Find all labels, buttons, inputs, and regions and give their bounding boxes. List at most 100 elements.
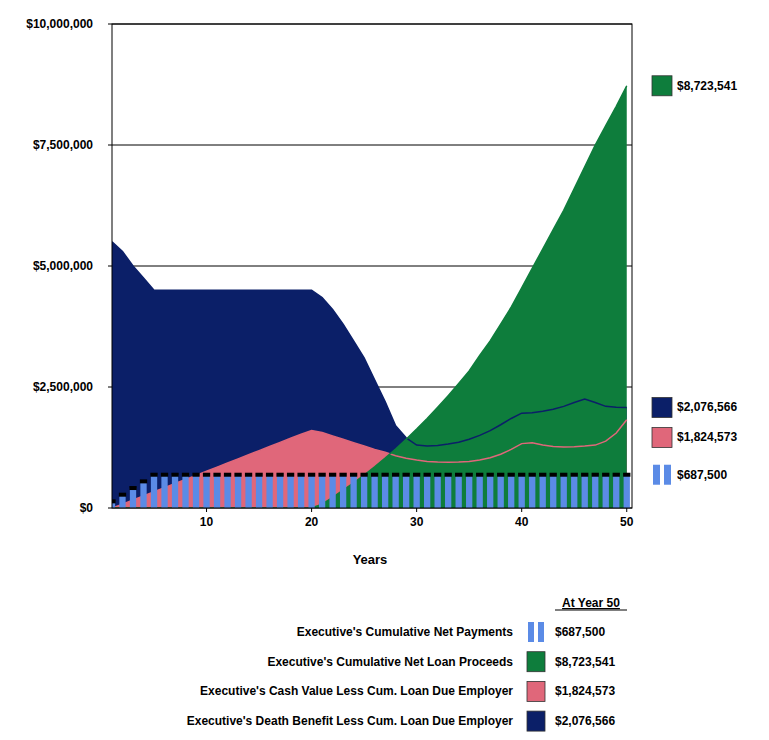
legend-value: $2,076,566 — [555, 714, 615, 728]
bar — [603, 475, 609, 508]
bar — [172, 475, 178, 508]
bar-cap — [529, 473, 536, 477]
bar — [329, 475, 335, 508]
bar-cap — [413, 473, 420, 477]
bar — [340, 475, 346, 508]
tick — [206, 508, 207, 512]
bar — [130, 488, 136, 508]
legend-value: $8,723,541 — [555, 655, 615, 669]
bar-cap — [487, 473, 494, 477]
bar-cap — [318, 473, 325, 477]
bar-cap — [550, 473, 557, 477]
legend-label: Executive's Cash Value Less Cum. Loan Du… — [200, 684, 513, 698]
plot-frame — [112, 24, 632, 508]
bar — [561, 475, 567, 508]
legend-label: Executive's Death Benefit Less Cum. Loan… — [187, 714, 514, 728]
x-tick-label: 30 — [410, 515, 424, 529]
x-tick-label: 40 — [515, 515, 529, 529]
bar — [582, 475, 588, 508]
bar — [424, 475, 430, 508]
bar — [392, 475, 398, 508]
bar-cap — [392, 473, 399, 477]
legend-swatch — [652, 397, 672, 417]
tick — [108, 508, 112, 509]
bar-cap — [234, 473, 241, 477]
area-line — [112, 242, 627, 446]
bar-cap — [339, 473, 346, 477]
bar-cap — [381, 473, 388, 477]
bar-cap — [402, 473, 409, 477]
bar-cap — [581, 473, 588, 477]
bar — [266, 475, 272, 508]
bar-cap — [497, 473, 504, 477]
bar — [361, 475, 367, 508]
bar-cap — [350, 473, 357, 477]
legend-value: $687,500 — [555, 625, 605, 639]
bar — [456, 475, 462, 508]
bar-cap — [112, 499, 116, 503]
x-tick-label: 50 — [620, 515, 634, 529]
y-tick-label: $10,000,000 — [26, 17, 93, 31]
tick — [626, 508, 627, 512]
bar-cap — [140, 479, 147, 483]
tick — [521, 508, 522, 512]
bar-cap — [224, 473, 231, 477]
legend-swatch — [664, 465, 671, 485]
bar-cap — [476, 473, 483, 477]
y-tick-label: $2,500,000 — [33, 380, 93, 394]
bar — [140, 481, 146, 508]
bar-cap — [245, 473, 252, 477]
legend-swatch — [538, 622, 544, 642]
bar — [151, 475, 157, 508]
legend-swatch — [652, 76, 672, 96]
bar-cap — [360, 473, 367, 477]
bar — [529, 475, 535, 508]
bar — [235, 475, 241, 508]
tick — [311, 508, 312, 512]
tick — [108, 24, 112, 25]
bar — [308, 475, 314, 508]
area — [112, 86, 627, 508]
legend-swatch — [527, 681, 545, 701]
bar — [550, 475, 556, 508]
bar — [319, 475, 325, 508]
bar-cap — [445, 473, 452, 477]
tick — [108, 387, 112, 388]
bar — [435, 475, 441, 508]
bar-cap — [161, 473, 168, 477]
x-axis-label: Years — [353, 552, 388, 567]
bar — [498, 475, 504, 508]
bar — [592, 475, 598, 508]
bar — [161, 475, 167, 508]
bar-cap — [119, 493, 126, 497]
legend-swatch — [653, 465, 660, 485]
bar — [193, 475, 199, 508]
bar-cap — [560, 473, 567, 477]
bar — [613, 475, 619, 508]
bar-cap — [539, 473, 546, 477]
bar-cap — [466, 473, 473, 477]
bar — [413, 475, 419, 508]
bar — [371, 475, 377, 508]
bar-cap — [602, 473, 609, 477]
end-label: $1,824,573 — [677, 430, 737, 444]
x-tick-label: 10 — [200, 515, 214, 529]
bar-cap — [266, 473, 273, 477]
bar-cap — [613, 473, 620, 477]
bar-cap — [192, 473, 199, 477]
bar — [214, 475, 220, 508]
bar — [508, 475, 514, 508]
area-line — [112, 420, 627, 508]
bar-cap — [171, 473, 178, 477]
bar-cap — [371, 473, 378, 477]
bar-cap — [297, 473, 304, 477]
bar — [277, 475, 283, 508]
bar-cap — [455, 473, 462, 477]
chart: $0$2,500,000$5,000,000$7,500,000$10,000,… — [0, 0, 769, 740]
bar — [350, 475, 356, 508]
bar-cap — [424, 473, 431, 477]
bar — [571, 475, 577, 508]
bar-cap — [329, 473, 336, 477]
bar — [466, 475, 472, 508]
bar — [287, 475, 293, 508]
